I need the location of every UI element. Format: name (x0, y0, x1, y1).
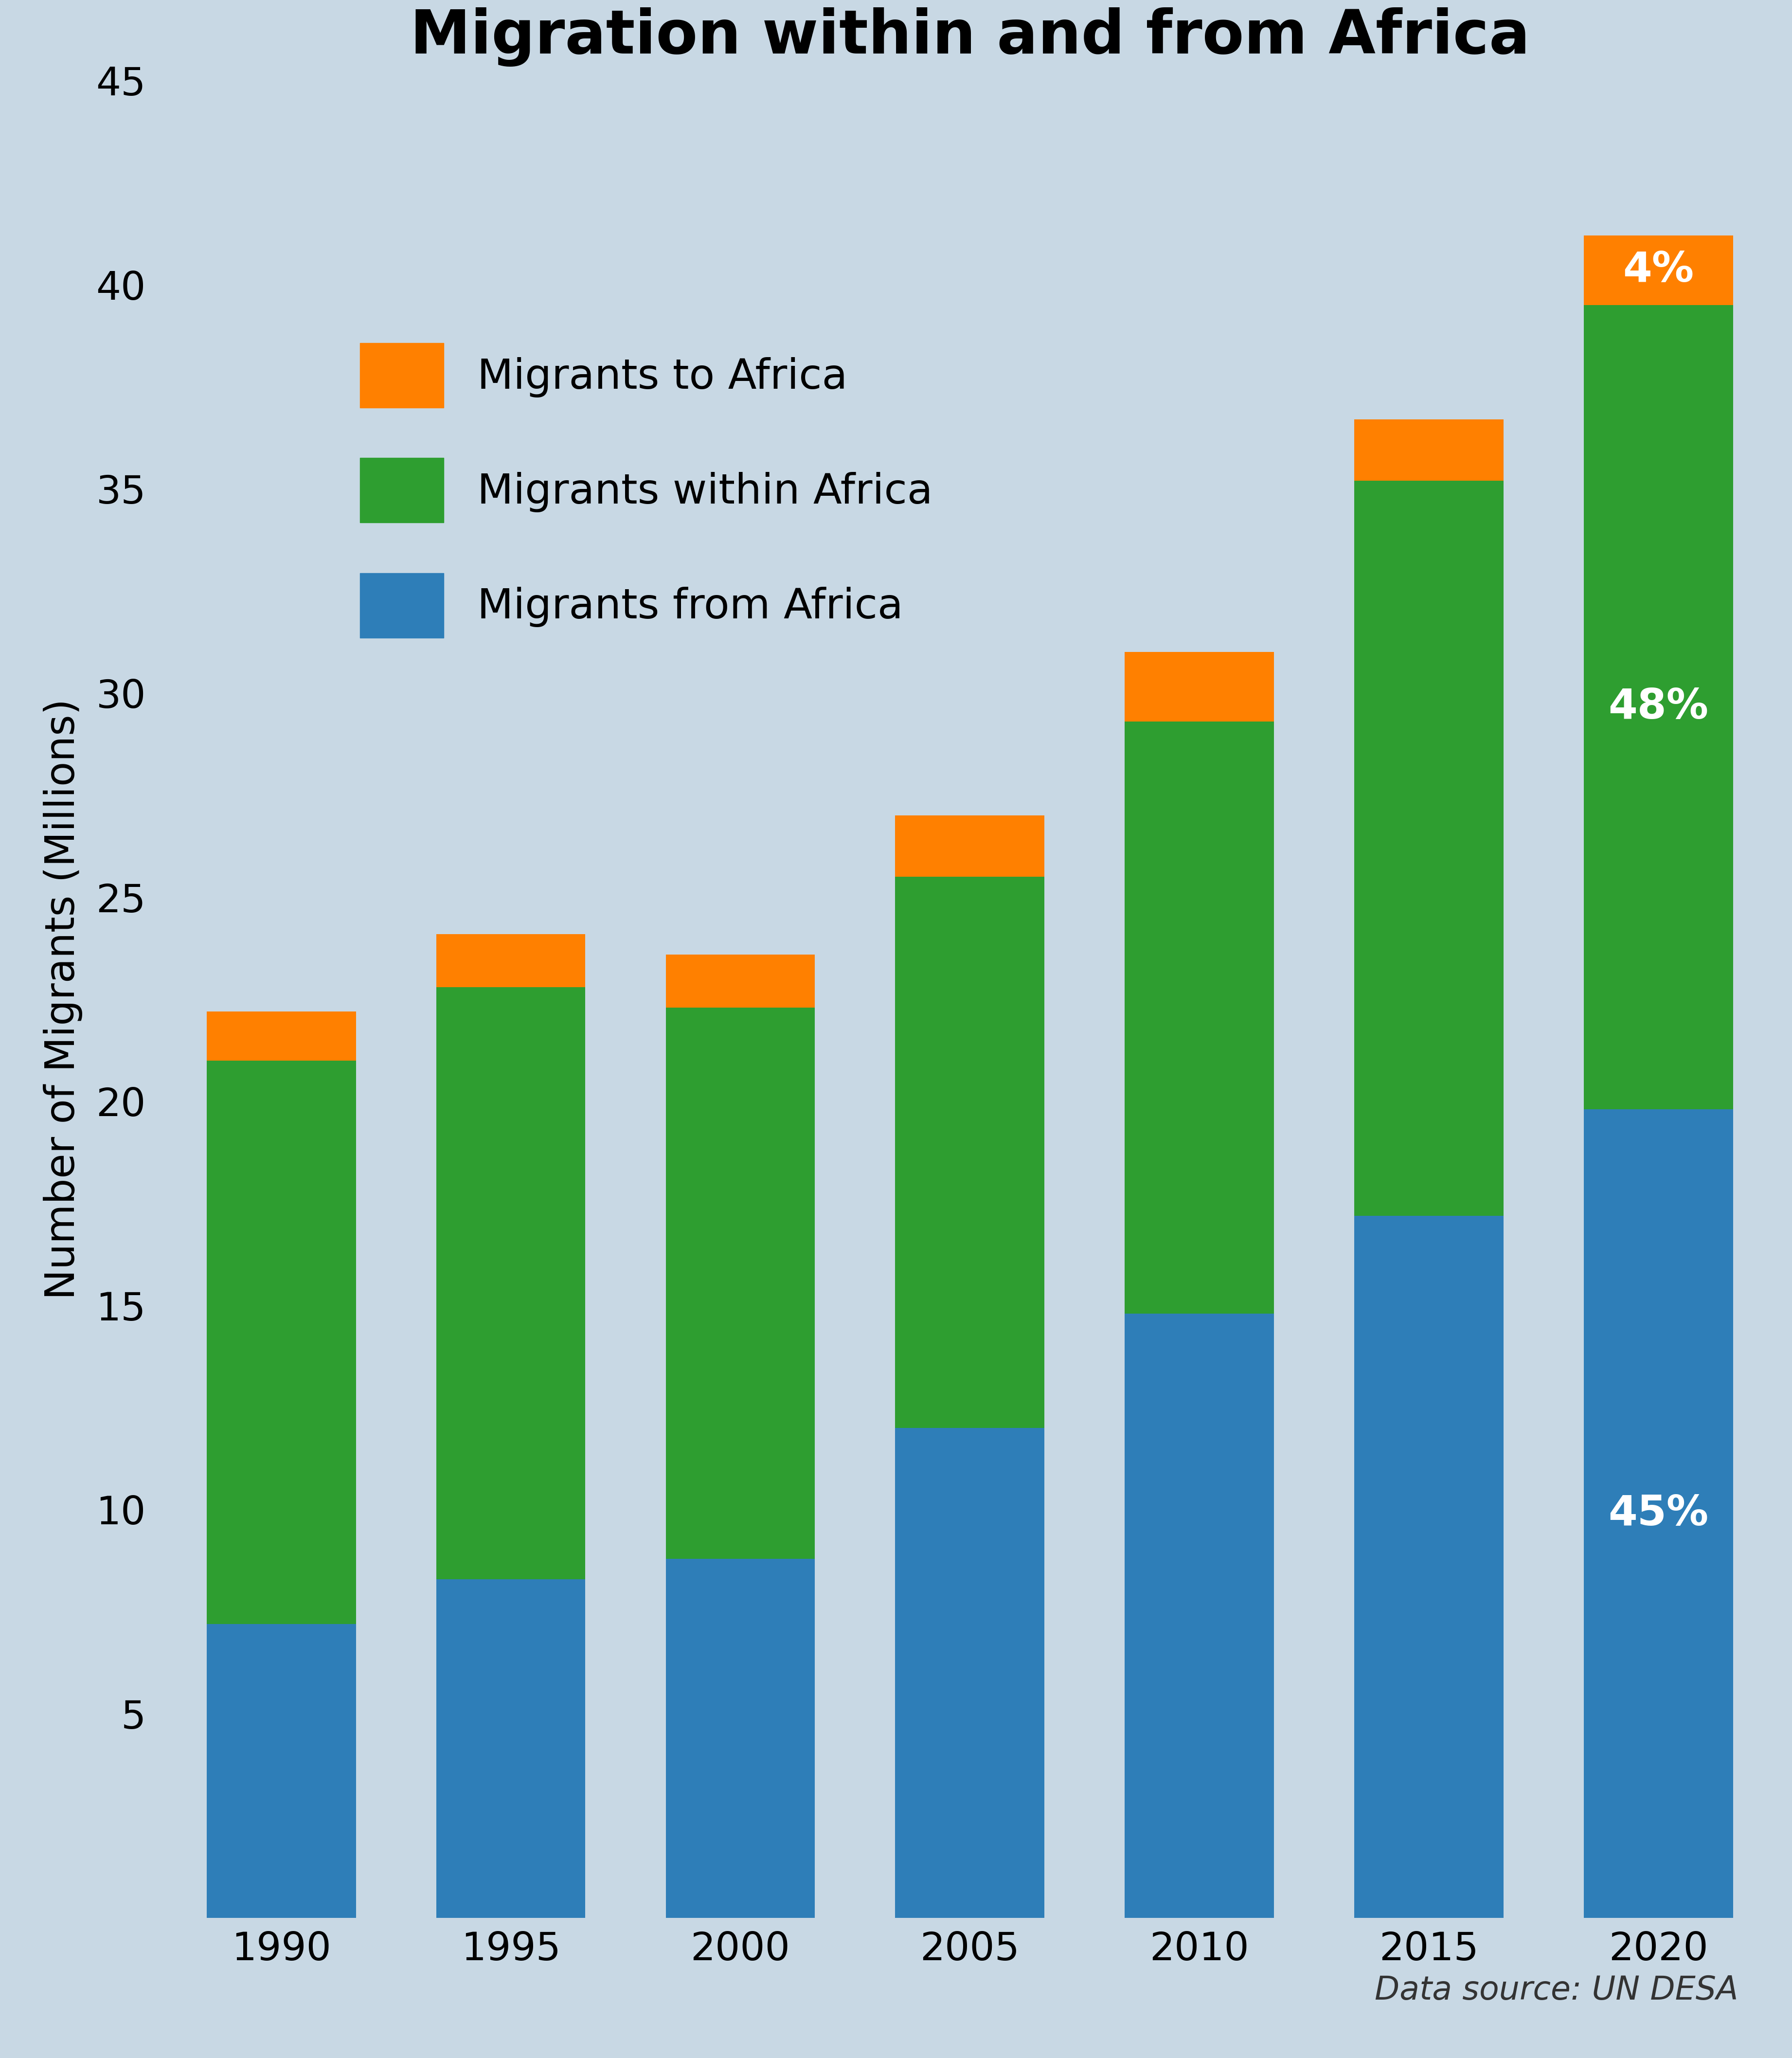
Title: Migration within and from Africa: Migration within and from Africa (410, 8, 1530, 66)
Bar (206, 1624, 357, 1918)
Bar (667, 955, 815, 1008)
Bar (1584, 1109, 1733, 1918)
Bar (206, 1060, 357, 1624)
Bar (1355, 420, 1503, 482)
Bar (1355, 1216, 1503, 1918)
Bar (435, 1578, 586, 1918)
Bar (896, 815, 1045, 877)
Bar (1355, 482, 1503, 1216)
Bar (1125, 722, 1274, 1313)
Bar (1584, 237, 1733, 305)
Bar (896, 1428, 1045, 1918)
Bar (435, 988, 586, 1578)
Text: 48%: 48% (1609, 687, 1708, 726)
Text: 45%: 45% (1609, 1494, 1708, 1533)
Text: 4%: 4% (1624, 251, 1693, 290)
Bar (1584, 305, 1733, 1109)
Bar (1125, 652, 1274, 722)
Bar (896, 877, 1045, 1428)
Text: Data source: UN DESA: Data source: UN DESA (1374, 1974, 1738, 2007)
Bar (667, 1558, 815, 1918)
Bar (667, 1008, 815, 1558)
Y-axis label: Number of Migrants (Millions): Number of Migrants (Millions) (43, 700, 82, 1301)
Legend: Migrants to Africa, Migrants within Africa, Migrants from Africa: Migrants to Africa, Migrants within Afri… (339, 321, 953, 659)
Bar (206, 1010, 357, 1060)
Bar (435, 934, 586, 988)
Bar (1125, 1313, 1274, 1918)
